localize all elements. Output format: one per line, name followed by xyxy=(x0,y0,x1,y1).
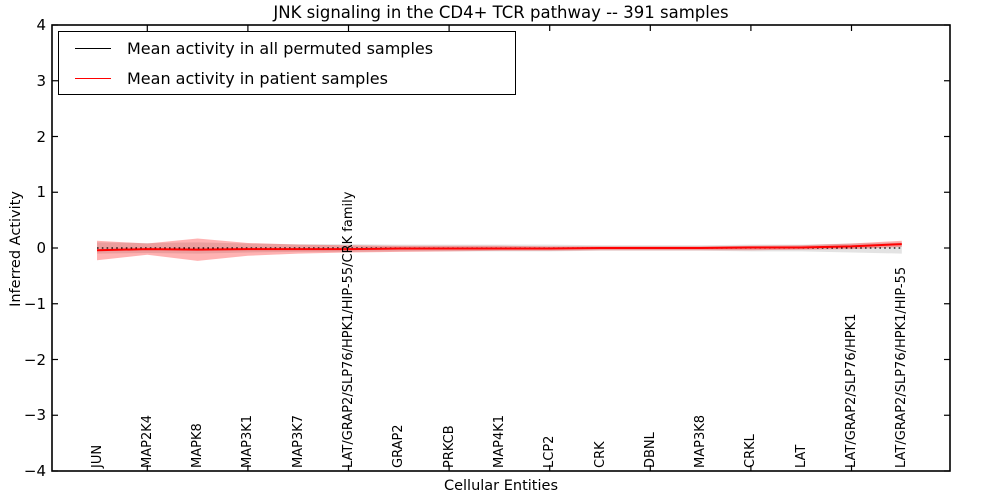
entity-label: MAP3K1 xyxy=(240,414,256,468)
legend-label-permuted: Mean activity in all permuted samples xyxy=(127,38,434,58)
chart-title: JNK signaling in the CD4+ TCR pathway --… xyxy=(273,3,729,22)
y-tick-label: −3 xyxy=(23,406,46,425)
y-tick-label: 4 xyxy=(36,16,46,34)
entity-label: CRK xyxy=(592,441,608,468)
entity-label: MAP3K8 xyxy=(693,414,709,468)
entity-label: JUN xyxy=(89,444,105,468)
x-axis-label: Cellular Entities xyxy=(443,478,559,494)
entity-label: LAT/GRAP2/SLP76/HPK1 xyxy=(844,313,859,468)
patient-mean-line xyxy=(96,243,902,252)
entity-label: MAP2K4 xyxy=(139,414,155,468)
entity-label: CRKL xyxy=(743,434,759,468)
entity-label: LCP2 xyxy=(542,435,558,468)
legend-item-patient: Mean activity in patient samples xyxy=(59,64,515,92)
y-tick-label: 0 xyxy=(36,239,46,257)
entity-label: MAP3K7 xyxy=(290,414,306,468)
legend-item-permuted: Mean activity in all permuted samples xyxy=(59,34,515,62)
legend-line-sample-red xyxy=(75,77,111,79)
entity-label: MAPK8 xyxy=(190,423,206,468)
y-tick-label: −2 xyxy=(23,350,46,369)
y-tick-label: 2 xyxy=(36,127,46,146)
entity-label: MAP4K1 xyxy=(491,414,507,468)
entity-label: PRKCB xyxy=(441,425,457,468)
entity-label: DBNL xyxy=(642,432,658,468)
y-tick-label: −4 xyxy=(23,462,46,480)
y-tick-label: 3 xyxy=(36,71,46,90)
entity-label: LAT/GRAP2/SLP76/HPK1/HIP-55 xyxy=(894,266,910,468)
legend-line-sample-black xyxy=(75,47,111,49)
entity-label: LAT xyxy=(793,444,809,468)
y-tick-label: −1 xyxy=(23,294,46,313)
legend-label-patient: Mean activity in patient samples xyxy=(127,68,388,88)
y-tick-label: 1 xyxy=(36,183,46,202)
legend: Mean activity in all permuted samples Me… xyxy=(58,31,516,95)
patient-band xyxy=(97,238,902,261)
entity-label: GRAP2 xyxy=(391,424,407,468)
entity-label: LAT/GRAP2/SLP76/HPK1/HIP-55/CRK family xyxy=(341,191,356,468)
